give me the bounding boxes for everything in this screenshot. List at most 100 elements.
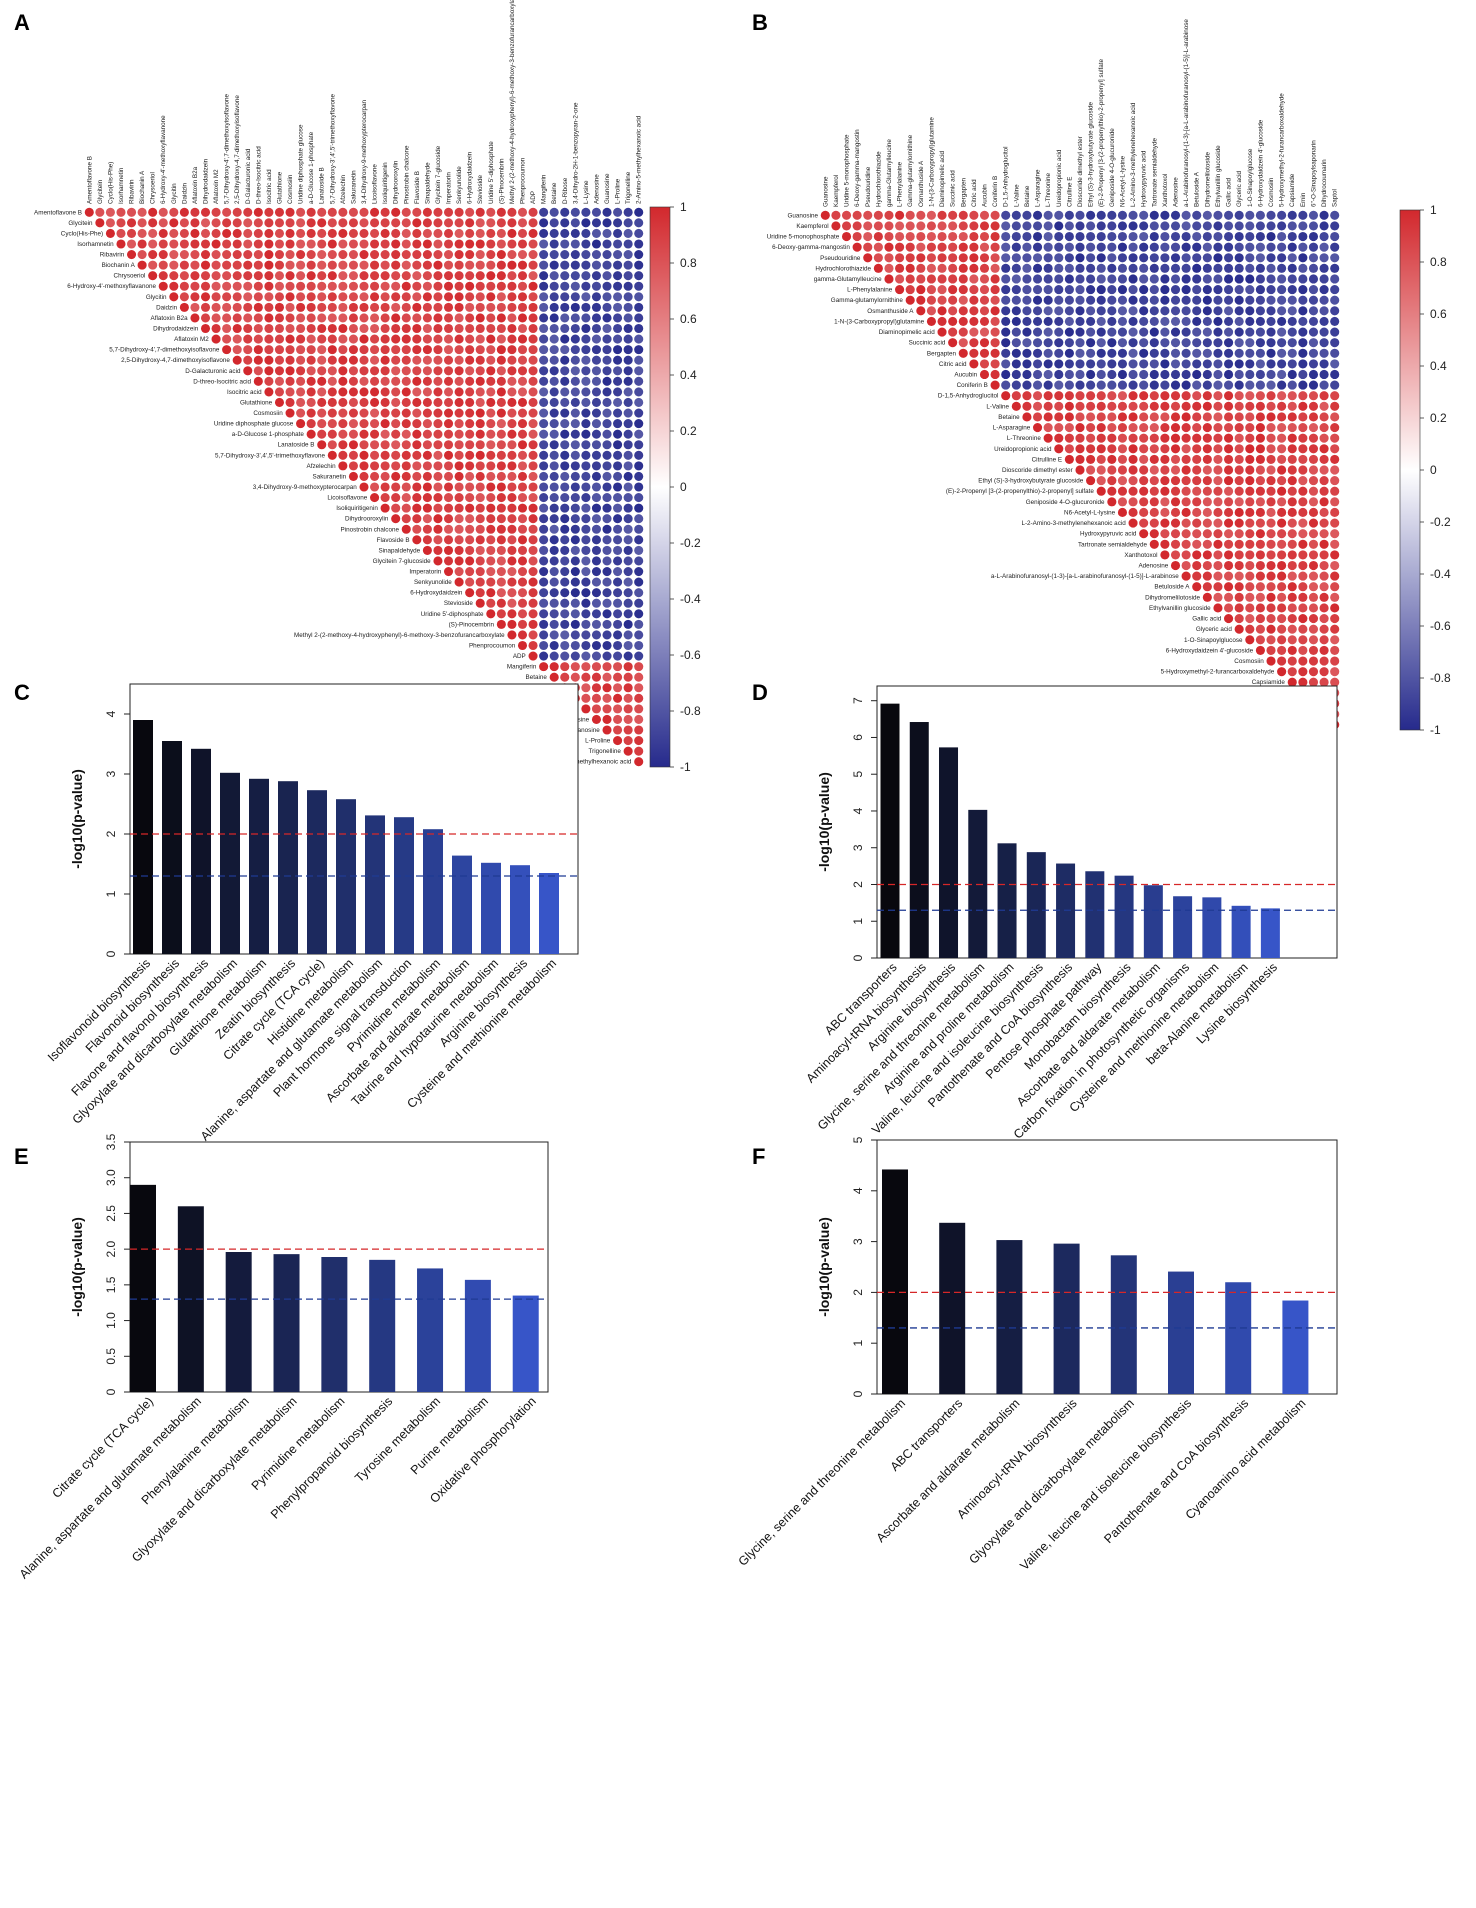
corr-cell — [1192, 550, 1202, 560]
corr-cell — [634, 239, 644, 249]
corr-cell — [1245, 359, 1255, 369]
corr-cell — [969, 274, 979, 284]
corr-cell — [852, 221, 862, 231]
panel-label-f: F — [752, 1144, 765, 1169]
corr-cell — [317, 228, 327, 238]
corr-cell — [613, 588, 623, 598]
corr-cell — [1011, 285, 1021, 295]
corr-cell — [969, 295, 979, 305]
y-tick-label: 2 — [104, 830, 118, 837]
corr-cell — [1075, 369, 1085, 380]
corr-cell — [528, 482, 538, 492]
bar — [369, 1259, 396, 1392]
corr-cell — [1054, 359, 1064, 369]
corr-cell — [412, 397, 422, 408]
corr-cell — [634, 461, 644, 471]
corr-cell — [465, 207, 475, 217]
corr-cell — [401, 493, 411, 503]
corr-cell — [1255, 624, 1265, 634]
corr-cell — [581, 387, 591, 397]
corr-cell — [1213, 348, 1223, 358]
corr-cell — [1308, 285, 1319, 295]
corr-cell — [613, 207, 623, 217]
corr-cell — [905, 285, 915, 295]
corr-cell — [306, 408, 316, 418]
corr-cell — [539, 524, 549, 534]
corr-cell — [1266, 444, 1276, 454]
corr-cell — [1319, 285, 1329, 295]
corr-cell — [391, 228, 401, 238]
corr-cell — [433, 493, 443, 503]
corr-cell — [602, 313, 612, 323]
corr-cell — [560, 366, 570, 376]
bar — [220, 772, 240, 954]
corr-cell — [359, 313, 369, 323]
corr-cell — [1160, 359, 1170, 369]
corr-cell — [222, 292, 232, 302]
corr-cell — [1266, 306, 1276, 316]
corr-cell — [306, 218, 316, 228]
corr-cell — [613, 704, 623, 714]
corr-cell — [1117, 338, 1128, 348]
corr-cell — [1202, 497, 1212, 507]
corr-cell — [1213, 231, 1223, 242]
corr-cell — [422, 440, 432, 450]
corr-cell — [937, 242, 947, 252]
corr-cell — [359, 207, 369, 217]
corr-cell — [1192, 253, 1202, 263]
corr-cell — [539, 662, 549, 672]
corr-cell — [581, 704, 591, 714]
row-label: Flavoside B — [377, 537, 410, 544]
column-label: Guanosine — [822, 176, 829, 207]
corr-cell — [496, 313, 506, 323]
corr-cell — [1022, 348, 1032, 358]
corr-cell — [549, 630, 559, 640]
corr-cell — [634, 471, 644, 481]
corr-cell — [1160, 306, 1170, 316]
corr-cell — [1234, 507, 1244, 518]
corr-cell — [613, 471, 623, 481]
corr-cell — [1266, 433, 1276, 443]
corr-cell — [222, 239, 232, 249]
corr-cell — [958, 274, 968, 284]
row-label: Guanosine — [569, 727, 600, 734]
corr-cell — [243, 281, 253, 291]
corr-cell — [327, 260, 337, 270]
corr-cell — [1319, 369, 1329, 380]
y-tick-label: 3 — [851, 1238, 865, 1245]
bar — [510, 865, 530, 954]
corr-cell — [1107, 348, 1117, 358]
corr-cell — [591, 630, 601, 640]
y-tick-label: 2.5 — [104, 1205, 118, 1222]
corr-cell — [613, 345, 623, 355]
corr-cell — [528, 302, 538, 312]
y-tick-label: 1 — [851, 1340, 865, 1347]
corr-cell — [507, 323, 517, 334]
corr-cell — [496, 577, 506, 587]
row-label: Phenprocoumon — [469, 642, 516, 649]
corr-cell — [1117, 476, 1128, 486]
corr-cell — [1117, 369, 1128, 380]
corr-cell — [1308, 444, 1319, 454]
corr-cell — [443, 450, 454, 460]
corr-cell — [486, 482, 496, 492]
corr-cell — [1096, 359, 1106, 369]
corr-cell — [560, 609, 570, 619]
corr-cell — [317, 281, 327, 291]
corr-cell — [1139, 221, 1149, 231]
corr-cell — [317, 260, 327, 270]
corr-cell — [1266, 497, 1276, 507]
corr-cell — [1266, 348, 1276, 358]
corr-cell — [1117, 465, 1128, 475]
corr-cell — [95, 218, 105, 228]
corr-cell — [454, 566, 464, 577]
corr-cell — [1224, 263, 1234, 273]
corr-cell — [264, 323, 274, 334]
corr-cell — [1117, 507, 1128, 518]
corr-cell — [338, 250, 348, 260]
corr-cell — [602, 630, 612, 640]
corr-cell — [560, 514, 570, 524]
corr-cell — [1170, 465, 1181, 475]
corr-cell — [926, 210, 936, 220]
corr-cell — [158, 207, 168, 217]
